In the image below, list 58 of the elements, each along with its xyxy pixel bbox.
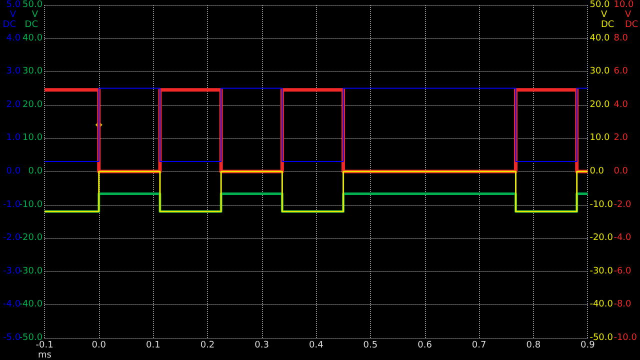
y-tick-label: -20.0 (590, 233, 614, 244)
text: 10.0 (22, 133, 43, 144)
x-tick-label: 0.4 (308, 340, 324, 350)
y3-tick-label: 1.0 (6, 133, 21, 144)
y2-tick-label: 8.0 (614, 33, 628, 44)
y2-tick-label: 6.0 (614, 66, 628, 77)
y2-tick-label: -4.0 (614, 233, 632, 244)
y3-tick-label: -4.0 (3, 300, 21, 310)
x-axis-title: ms (38, 350, 52, 360)
text: -10.0 (19, 200, 43, 210)
text: 40.0 (22, 33, 43, 44)
y2-tick-label: -6.0 (614, 266, 632, 276)
y3-tick-label: 0.0 (6, 166, 21, 176)
x-tick-label: -0.1 (36, 340, 54, 350)
text: V DC (601, 10, 614, 30)
y-tick-label: 30.0 (590, 66, 610, 77)
y2-axis-title: V DC (625, 10, 638, 30)
y-tick-label: -30.0 (590, 266, 614, 276)
text: 20.0 (22, 100, 43, 110)
text: 50.0 (22, 0, 43, 10)
y2-tick-label: -10.0 (614, 333, 638, 343)
y2-tick-label: 10.0 (614, 0, 634, 10)
x-tick-label: 0.2 (200, 340, 215, 350)
x-tick-label: 0.6 (418, 340, 432, 350)
y2-tick-label: 2.0 (614, 133, 628, 144)
y3-tick-label: -3.0 (3, 266, 21, 276)
y3-tick-label: 2.0 (6, 100, 21, 110)
y2-tick-label: -8.0 (614, 300, 632, 310)
text: -40.0 (19, 300, 43, 310)
y2-tick-label: 4.0 (614, 100, 628, 110)
x-tick-label: 0.3 (254, 340, 269, 350)
x-tick-label: 0.8 (526, 340, 541, 350)
y-tick-label: 20.0 (590, 100, 610, 110)
x-tick-label: 0.5 (363, 340, 378, 350)
y-tick-label: 50.0 (590, 0, 610, 10)
y3-tick-label: 4.0 (6, 33, 21, 44)
x-tick-label: 0.1 (146, 340, 160, 350)
y3-axis-title: V DC (2, 10, 17, 30)
text: -30.0 (19, 266, 43, 276)
y3-tick-label: -2.0 (3, 233, 21, 244)
y3-tick-label: -5.0 (3, 333, 21, 343)
y2-tick-label: -2.0 (614, 200, 632, 210)
y-tick-label: 0.0 (590, 166, 604, 176)
text: -20.0 (19, 233, 43, 244)
y-tick-label: -10.0 (590, 200, 614, 210)
y3-tick-label: 3.0 (6, 66, 21, 77)
x-tick-label: 0.0 (92, 340, 106, 350)
x-tick-label: 0.9 (580, 340, 596, 350)
y2-tick-label: 0.0 (614, 166, 628, 176)
y-tick-label: 40.0 (590, 33, 610, 44)
text: 0.0 (28, 166, 43, 176)
y-tick-label: -40.0 (590, 300, 614, 310)
y3-tick-label: -1.0 (3, 200, 21, 210)
y-tick-label: 10.0 (590, 133, 610, 144)
text: 30.0 (22, 66, 43, 77)
y3-tick-label: 5.0 (6, 0, 21, 10)
x-tick-label: 0.7 (472, 340, 486, 350)
y-axis-title: V DC (24, 10, 39, 30)
